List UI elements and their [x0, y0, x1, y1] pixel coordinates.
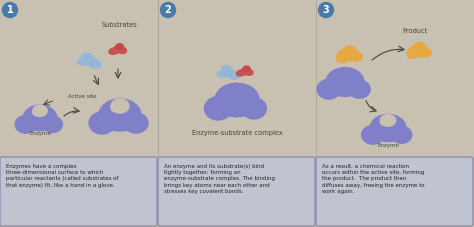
- Ellipse shape: [362, 126, 384, 144]
- Ellipse shape: [221, 66, 232, 74]
- Text: 1: 1: [7, 5, 13, 15]
- Ellipse shape: [33, 105, 47, 116]
- Ellipse shape: [124, 113, 148, 133]
- Ellipse shape: [89, 112, 115, 134]
- Ellipse shape: [344, 46, 356, 55]
- Text: Enzyme: Enzyme: [377, 143, 399, 148]
- Ellipse shape: [370, 114, 406, 142]
- FancyBboxPatch shape: [0, 157, 157, 226]
- Ellipse shape: [111, 104, 121, 112]
- FancyBboxPatch shape: [316, 157, 473, 226]
- Text: Enzyme-substrate complex: Enzyme-substrate complex: [191, 130, 283, 136]
- Polygon shape: [217, 69, 240, 79]
- Text: Enzyme: Enzyme: [29, 131, 51, 136]
- Text: Substrates: Substrates: [102, 22, 138, 28]
- Ellipse shape: [111, 99, 129, 113]
- Ellipse shape: [420, 47, 429, 54]
- Ellipse shape: [43, 116, 63, 132]
- Ellipse shape: [33, 109, 41, 116]
- FancyBboxPatch shape: [158, 157, 315, 226]
- Ellipse shape: [380, 114, 396, 126]
- Text: Active site: Active site: [68, 94, 97, 99]
- Polygon shape: [337, 49, 362, 63]
- Ellipse shape: [392, 126, 412, 143]
- Ellipse shape: [204, 97, 232, 120]
- Text: Enzymes have a complex
three-dimensional surface to which
particular reactants (: Enzymes have a complex three-dimensional…: [6, 164, 118, 188]
- Ellipse shape: [351, 51, 360, 58]
- Text: An enzyme and its substrate(s) bind
tightly together, forming an
enzyme-substrat: An enzyme and its substrate(s) bind tigh…: [164, 164, 275, 194]
- Text: 3: 3: [323, 5, 329, 15]
- Ellipse shape: [326, 68, 364, 96]
- Ellipse shape: [387, 119, 394, 125]
- Text: As a result, a chemical reaction
occurs within the active site, forming
the prod: As a result, a chemical reaction occurs …: [322, 164, 425, 194]
- Ellipse shape: [414, 43, 426, 51]
- Ellipse shape: [23, 105, 57, 131]
- Polygon shape: [237, 68, 253, 76]
- Ellipse shape: [380, 119, 389, 126]
- Circle shape: [2, 2, 18, 17]
- Ellipse shape: [243, 66, 250, 72]
- Ellipse shape: [116, 44, 124, 49]
- Ellipse shape: [15, 116, 36, 133]
- Ellipse shape: [39, 110, 46, 115]
- Ellipse shape: [119, 104, 127, 111]
- Polygon shape: [109, 45, 127, 54]
- Ellipse shape: [241, 98, 266, 119]
- Circle shape: [319, 2, 334, 17]
- Ellipse shape: [82, 53, 93, 62]
- Ellipse shape: [215, 83, 259, 117]
- Ellipse shape: [348, 80, 370, 98]
- Text: Product: Product: [402, 28, 428, 34]
- Polygon shape: [407, 46, 431, 58]
- Ellipse shape: [99, 99, 141, 131]
- Ellipse shape: [317, 79, 340, 99]
- Circle shape: [161, 2, 175, 17]
- Text: 2: 2: [164, 5, 172, 15]
- Polygon shape: [77, 57, 101, 68]
